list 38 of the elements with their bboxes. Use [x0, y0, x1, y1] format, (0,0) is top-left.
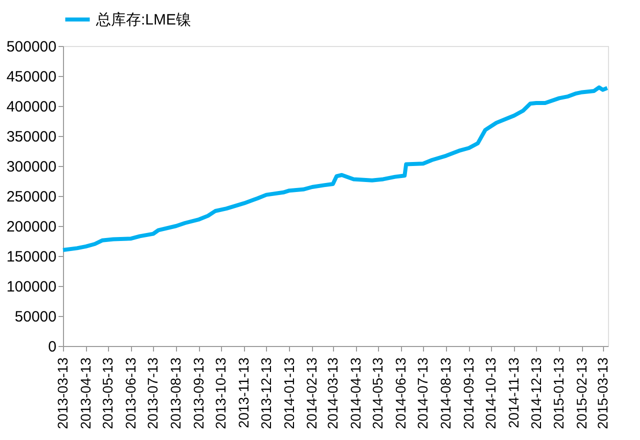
x-tick-label: 2014-01-13 [280, 357, 297, 430]
x-tick-label: 2015-02-13 [574, 357, 590, 430]
x-tick-label: 2014-08-13 [438, 357, 454, 430]
x-tick-label: 2013-08-13 [168, 357, 184, 430]
x-tick-label: 2014-11-13 [506, 357, 522, 428]
x-tick-label: 2014-06-13 [392, 357, 408, 430]
y-tick-label: 400000 [6, 98, 56, 116]
y-tick-label: 450000 [6, 68, 56, 86]
x-tick-label: 2014-03-13 [324, 357, 340, 430]
y-tick-label: 500000 [6, 38, 56, 56]
y-tick-label: 350000 [6, 128, 56, 146]
x-tick-label: 2014-10-13 [482, 357, 499, 430]
y-tick-label: 250000 [6, 188, 56, 206]
line-series [61, 85, 610, 252]
x-tick-label: 2014-12-13 [528, 357, 544, 430]
x-tick-label: 2013-10-13 [212, 357, 229, 430]
x-tick-label: 2013-03-13 [54, 357, 70, 430]
y-tick-label: 300000 [6, 158, 56, 176]
y-tick-label: 0 [48, 338, 56, 356]
x-tick-label: 2014-02-13 [304, 357, 320, 430]
y-tick-label: 50000 [14, 308, 56, 326]
x-tick-label: 2013-04-13 [77, 357, 94, 430]
x-tick-label: 2014-09-13 [460, 357, 476, 430]
x-tick-label: 2014-04-13 [347, 357, 364, 430]
x-tick-label: 2013-12-13 [258, 357, 274, 430]
legend-label: 总库存:LME镍 [95, 12, 192, 28]
x-tick-label: 2013-05-13 [100, 357, 116, 430]
x-tick-label: 2014-05-13 [370, 357, 386, 430]
x-tick-label: 2013-06-13 [122, 357, 139, 430]
x-tick-label: 2015-01-13 [550, 357, 567, 430]
x-tick-label: 2013-07-13 [144, 357, 161, 430]
y-tick-label: 150000 [6, 248, 56, 266]
y-tick-label: 100000 [6, 278, 56, 296]
y-tick-label: 200000 [6, 218, 56, 236]
x-tick-label: 2014-07-13 [414, 357, 431, 430]
x-tick-label: 2015-03-13 [594, 357, 610, 430]
x-tick-label: 2013-09-13 [190, 357, 207, 430]
x-tick-label: 2013-11-13 [236, 357, 252, 428]
